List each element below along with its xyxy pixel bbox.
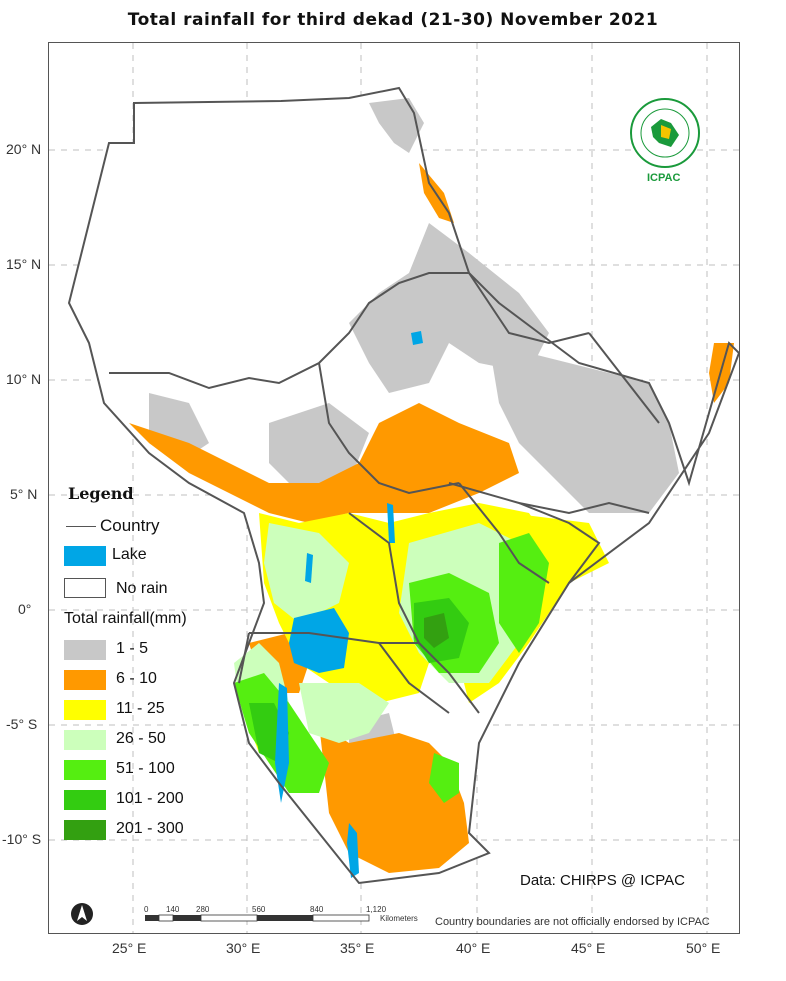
- scale-tick-0: 0: [144, 905, 149, 914]
- country-boundaries: [67, 86, 739, 885]
- lat-label-5s: -5° S: [6, 716, 38, 732]
- legend-class-label: 26 - 50: [116, 730, 166, 747]
- legend-class-swatch: [64, 820, 106, 840]
- legend-title: Legend: [68, 484, 134, 503]
- lakes: [275, 331, 423, 878]
- lake-tanganyika: [275, 683, 289, 803]
- icpac-logo-text: ICPAC: [647, 172, 681, 184]
- lake-turkana: [387, 503, 395, 543]
- legend-lake-label: Lake: [112, 546, 147, 563]
- lon-label-40e: 40° E: [456, 940, 491, 956]
- rain-class-201-300: [424, 613, 449, 648]
- lon-label-45e: 45° E: [571, 940, 606, 956]
- lake-swatch: [64, 546, 106, 566]
- legend-class-label: 101 - 200: [116, 790, 184, 807]
- legend-no-rain-label: No rain: [116, 580, 168, 597]
- scale-tick-140: 140: [166, 905, 180, 914]
- lat-label-10s: -10° S: [2, 831, 42, 847]
- legend-rainfall-heading: Total rainfall(mm): [64, 610, 187, 627]
- legend-class-label: 1 - 5: [116, 640, 149, 657]
- legend-class-swatch: [64, 700, 106, 720]
- north-arrow-icon: [71, 903, 93, 925]
- lake-albert: [305, 553, 313, 583]
- legend-class-label: 51 - 100: [116, 760, 175, 777]
- lake-malawi: [347, 823, 359, 878]
- country-line-swatch: [66, 526, 96, 527]
- igad-logo: [630, 98, 700, 168]
- scale-tick-840: 840: [310, 905, 324, 914]
- lon-label-35e: 35° E: [340, 940, 375, 956]
- legend-class-label: 201 - 300: [116, 820, 184, 837]
- scale-tick-560: 560: [252, 905, 266, 914]
- map-title: Total rainfall for third dekad (21-30) N…: [127, 10, 659, 30]
- rainfall-map: [49, 43, 739, 933]
- boundary-disclaimer: Country boundaries are not officially en…: [435, 916, 710, 928]
- scale-tick-1120: 1,120: [366, 905, 387, 914]
- legend-class-swatch: [64, 760, 106, 780]
- lake-tana: [411, 331, 423, 345]
- scale-bar: [145, 914, 370, 922]
- legend-class-label: 11 - 25: [116, 700, 165, 717]
- lon-label-50e: 50° E: [686, 940, 721, 956]
- map-frame: [48, 42, 740, 934]
- legend-class-label: 6 - 10: [116, 670, 157, 687]
- legend-class-swatch: [64, 640, 106, 660]
- lon-label-30e: 30° E: [226, 940, 261, 956]
- legend-country-label: Country: [100, 516, 160, 535]
- legend-class-swatch: [64, 790, 106, 810]
- lat-label-15n: 15° N: [6, 256, 42, 272]
- legend-class-swatch: [64, 730, 106, 750]
- lon-label-25e: 25° E: [112, 940, 147, 956]
- scale-unit: Kilometers: [380, 914, 418, 923]
- lat-label-20n: 20° N: [6, 141, 42, 157]
- lat-label-0: 0°: [18, 601, 32, 617]
- legend-class-swatch: [64, 670, 106, 690]
- no-rain-swatch: [64, 578, 106, 598]
- data-credit: Data: CHIRPS @ ICPAC: [520, 872, 685, 889]
- lat-label-5n: 5° N: [10, 486, 38, 502]
- scale-tick-280: 280: [196, 905, 210, 914]
- lat-label-10n: 10° N: [6, 371, 42, 387]
- lake-victoria: [289, 608, 349, 673]
